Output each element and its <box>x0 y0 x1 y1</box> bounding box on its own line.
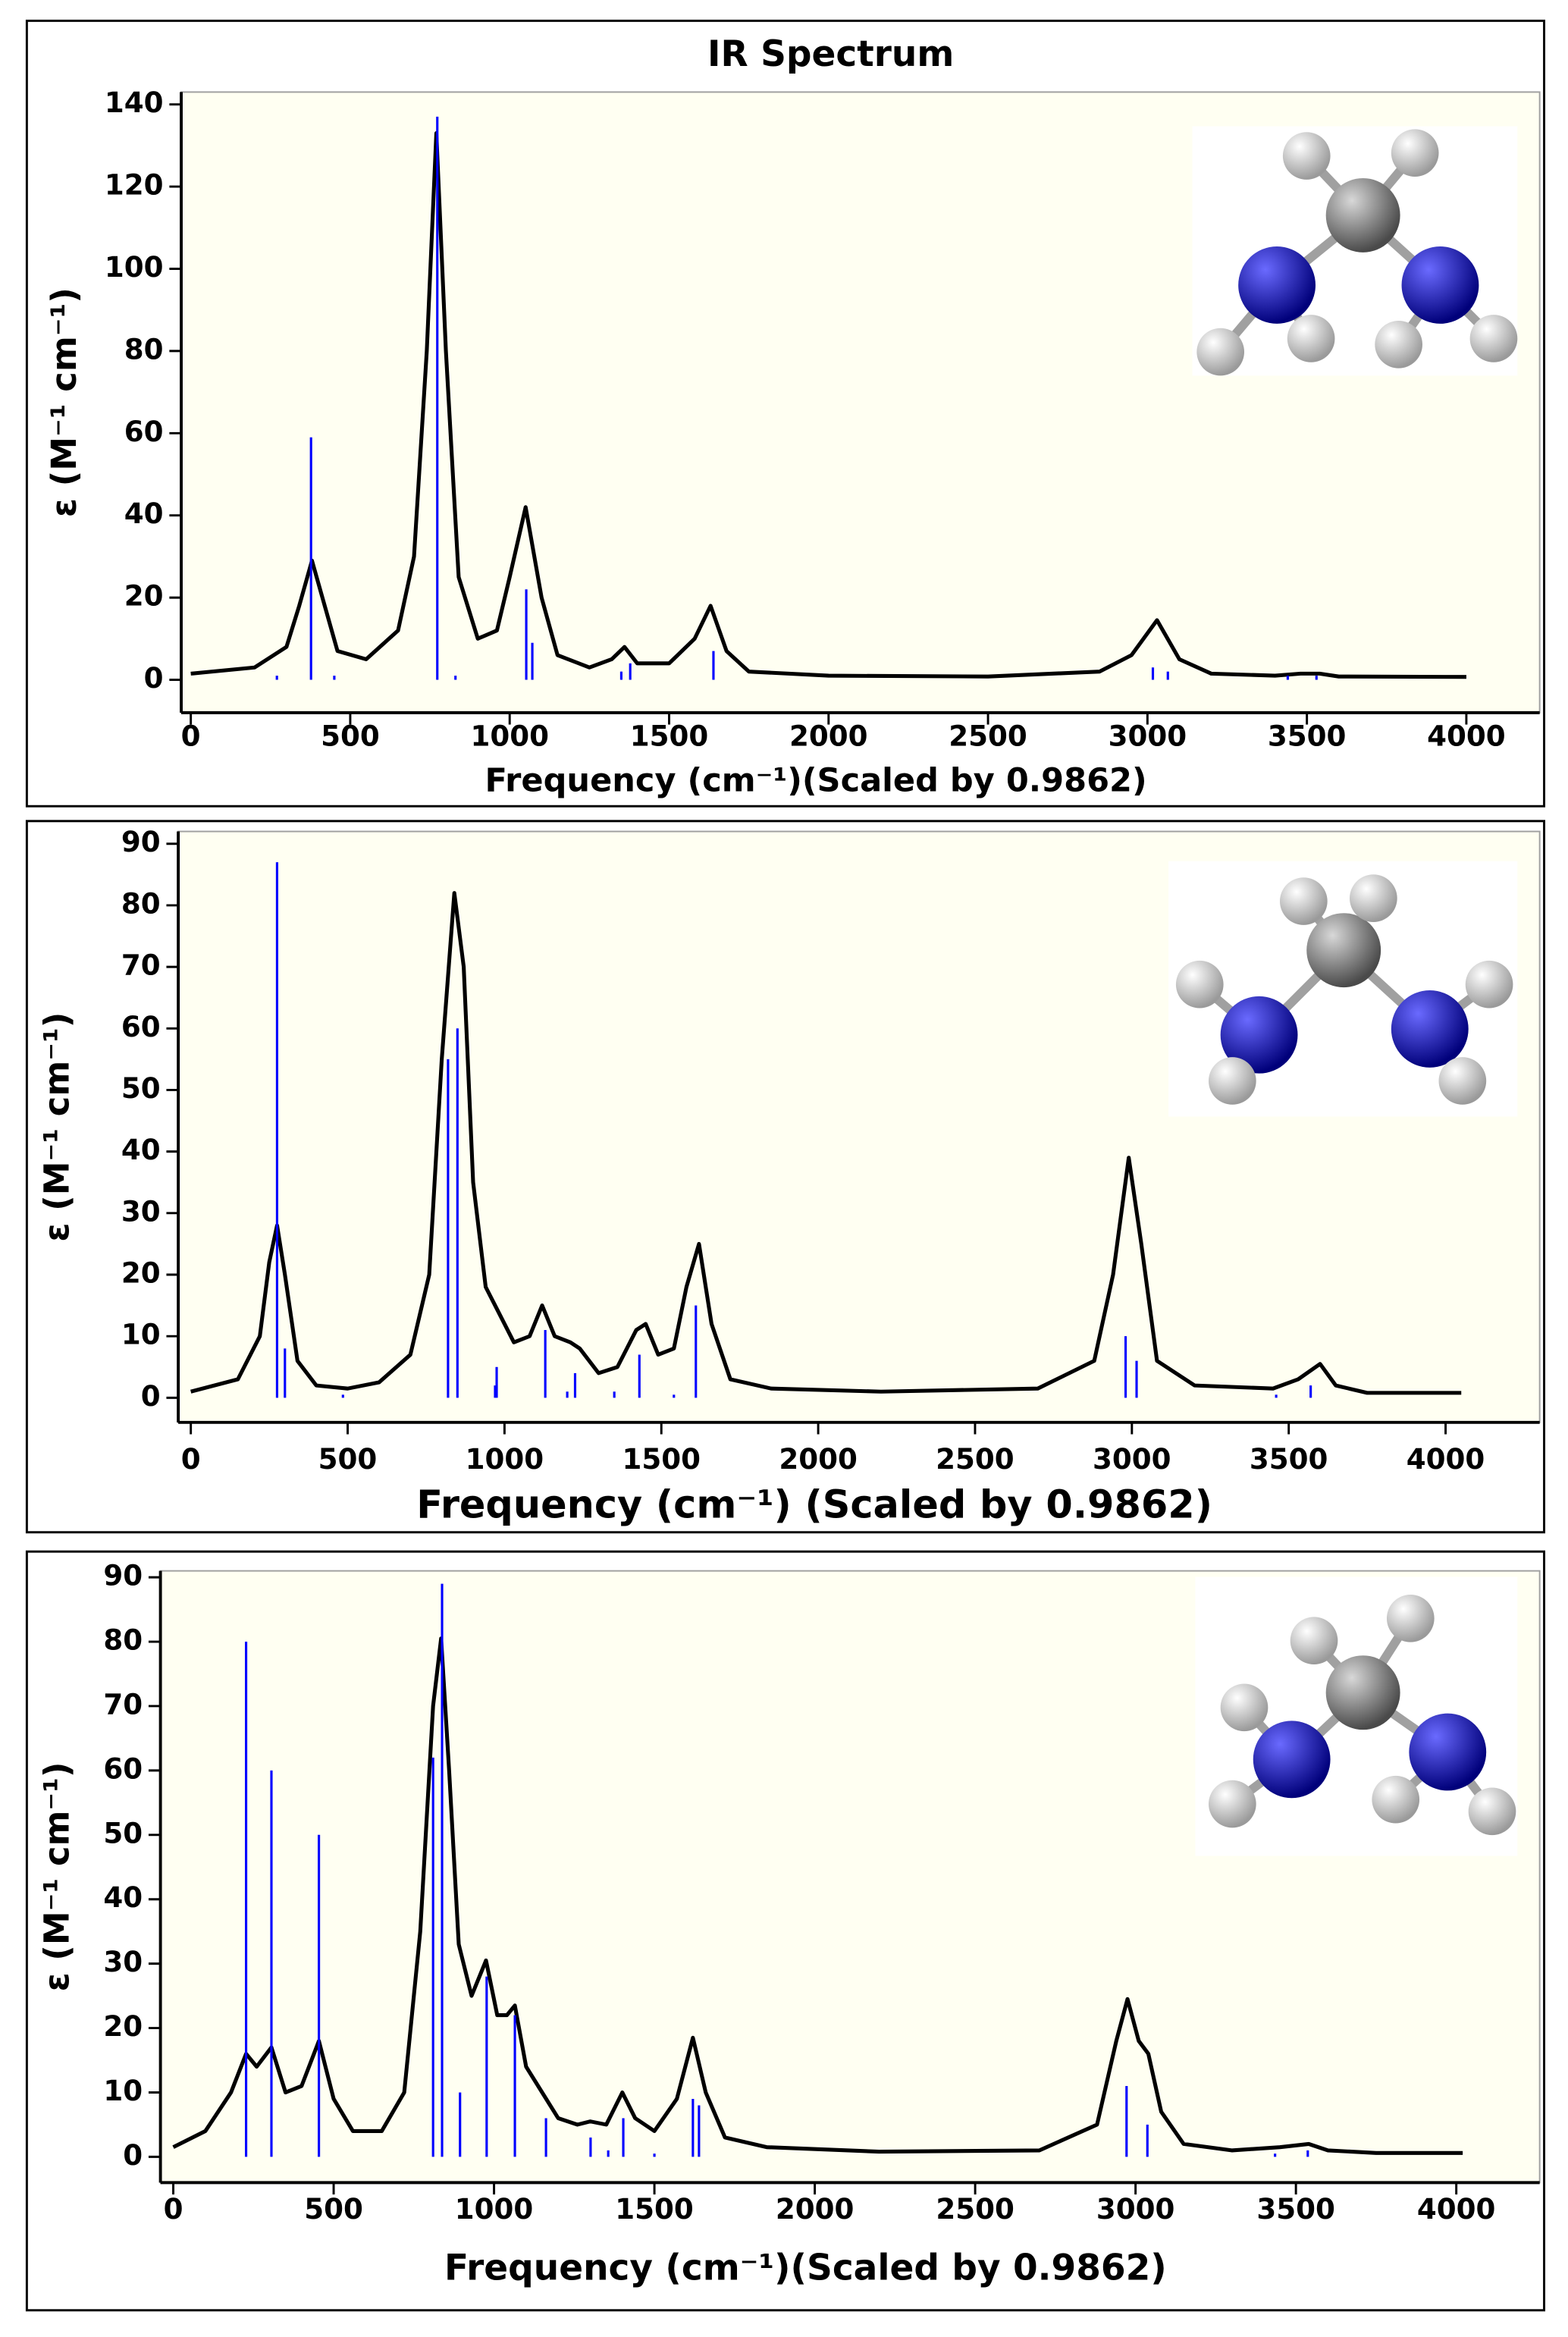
x-tick-label: 2000 <box>776 2192 855 2226</box>
x-axis-label: Frequency (cm⁻¹)(Scaled by 0.9862) <box>485 761 1146 799</box>
y-tick-label: 140 <box>105 86 164 119</box>
atom <box>1401 246 1479 324</box>
x-tick-label: 3000 <box>1109 720 1187 753</box>
y-tick-label: 20 <box>103 2009 143 2043</box>
x-tick-label: 3500 <box>1256 2192 1335 2226</box>
x-tick-label: 0 <box>181 1442 201 1476</box>
x-tick-label: 2000 <box>789 720 868 753</box>
atom <box>1220 1683 1269 1732</box>
y-tick-label: 60 <box>121 1010 161 1043</box>
x-tick-label: 2500 <box>936 2192 1014 2226</box>
y-axis-label: ε (M⁻¹ cm⁻¹) <box>44 287 84 517</box>
chart-title: IR Spectrum <box>707 33 954 75</box>
y-tick-label: 100 <box>105 250 164 284</box>
spectrum-curve <box>190 131 1466 679</box>
x-tick-label: 1500 <box>615 2192 694 2226</box>
x-tick-label: 3500 <box>1268 720 1347 753</box>
y-tick-label: 40 <box>121 1133 161 1166</box>
atom <box>1279 877 1328 925</box>
atom <box>1238 246 1316 324</box>
y-tick-label: 0 <box>141 1379 161 1413</box>
atom <box>1350 874 1397 922</box>
x-tick-label: 500 <box>318 1442 378 1476</box>
x-tick-label: 1000 <box>466 1442 544 1476</box>
y-tick-label: 50 <box>103 1816 143 1849</box>
atom <box>1196 328 1245 376</box>
atom <box>1253 1721 1331 1799</box>
y-axis-label: ε (M⁻¹ cm⁻¹) <box>36 1012 77 1242</box>
atom <box>1409 1713 1487 1791</box>
y-tick-label: 80 <box>103 1623 143 1657</box>
x-tick-label: 1000 <box>455 2192 534 2226</box>
atom <box>1438 1057 1487 1105</box>
x-tick-label: 3000 <box>1096 2192 1175 2226</box>
atom <box>1386 1594 1435 1642</box>
atom <box>1209 1057 1256 1105</box>
spectrum-curve <box>190 891 1462 1395</box>
x-tick-label: 4000 <box>1406 1442 1485 1476</box>
x-axis-label: Frequency (cm⁻¹)(Scaled by 0.9862) <box>444 2247 1167 2288</box>
atom <box>1290 1617 1338 1664</box>
y-tick-label: 90 <box>103 1559 143 1592</box>
y-tick-label: 50 <box>121 1071 161 1105</box>
atom <box>1465 960 1513 1009</box>
y-tick-label: 80 <box>124 332 164 365</box>
x-tick-label: 4000 <box>1427 720 1506 753</box>
y-tick-label: 60 <box>103 1752 143 1785</box>
y-tick-label: 90 <box>121 825 161 858</box>
y-tick-label: 60 <box>124 415 164 448</box>
x-tick-label: 500 <box>321 720 380 753</box>
y-tick-label: 0 <box>144 661 164 695</box>
atom <box>1209 1780 1256 1828</box>
atom <box>1391 990 1469 1068</box>
spectrum-curve <box>172 1636 1463 2155</box>
y-tick-label: 70 <box>103 1687 143 1721</box>
x-tick-label: 2000 <box>779 1442 858 1476</box>
y-tick-label: 70 <box>121 949 161 982</box>
atom <box>1220 996 1298 1074</box>
atom <box>1175 960 1224 1009</box>
atom <box>1468 1787 1516 1836</box>
y-tick-label: 40 <box>124 497 164 530</box>
atom <box>1306 913 1381 988</box>
atom <box>1282 132 1331 180</box>
x-tick-label: 4000 <box>1417 2192 1496 2226</box>
atom <box>1325 1655 1400 1730</box>
y-tick-label: 30 <box>121 1194 161 1228</box>
y-tick-label: 0 <box>123 2138 143 2172</box>
y-tick-label: 20 <box>124 579 164 613</box>
y-axis-label: ε (M⁻¹ cm⁻¹) <box>36 1762 77 1992</box>
y-tick-label: 40 <box>103 1881 143 1914</box>
y-tick-label: 80 <box>121 886 161 920</box>
x-tick-label: 0 <box>181 720 201 753</box>
x-axis-label: Frequency (cm⁻¹) (Scaled by 0.9862) <box>416 1482 1212 1527</box>
x-tick-label: 2500 <box>949 720 1027 753</box>
y-tick-label: 30 <box>103 1945 143 1978</box>
atom <box>1325 177 1400 253</box>
y-tick-label: 20 <box>121 1256 161 1290</box>
atom <box>1372 1775 1420 1824</box>
y-tick-label: 10 <box>103 2074 143 2107</box>
x-tick-label: 1500 <box>630 720 709 753</box>
atom <box>1391 129 1439 177</box>
atom <box>1469 315 1518 362</box>
x-tick-label: 1000 <box>470 720 549 753</box>
atom <box>1375 320 1422 369</box>
x-tick-label: 2500 <box>936 1442 1014 1476</box>
y-tick-label: 120 <box>105 168 164 202</box>
x-tick-label: 500 <box>304 2192 363 2226</box>
x-tick-label: 3500 <box>1250 1442 1328 1476</box>
x-tick-label: 0 <box>164 2192 183 2226</box>
atom <box>1287 315 1335 362</box>
x-tick-label: 1500 <box>622 1442 701 1476</box>
y-tick-label: 10 <box>121 1318 161 1351</box>
x-tick-label: 3000 <box>1093 1442 1171 1476</box>
